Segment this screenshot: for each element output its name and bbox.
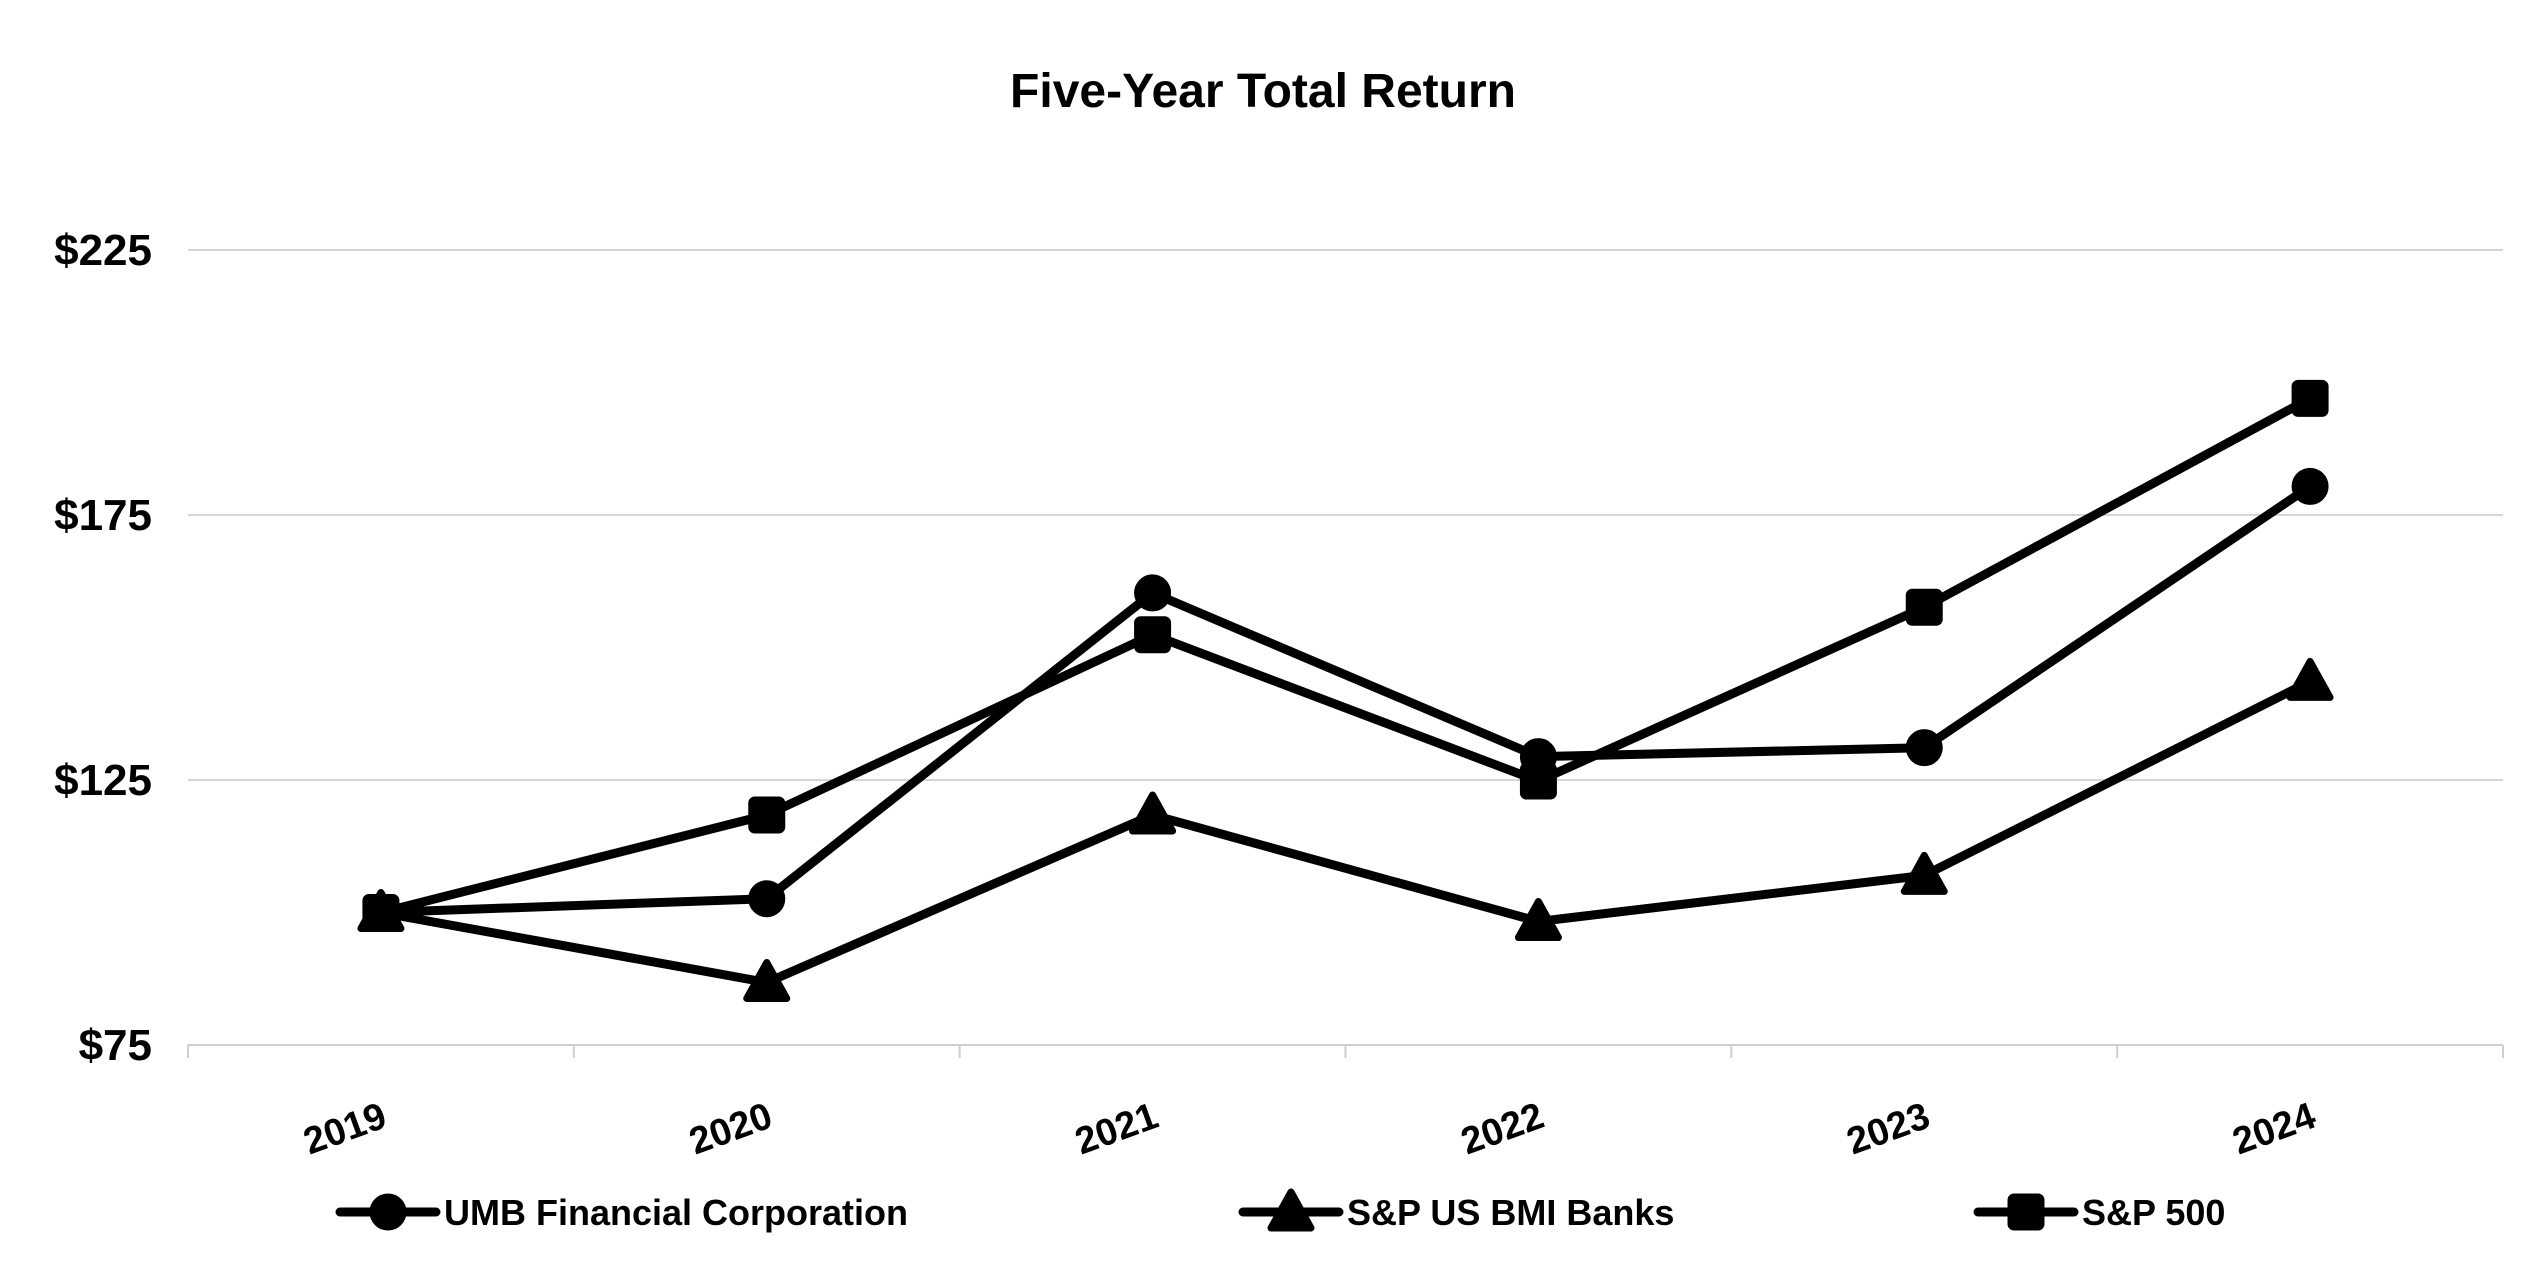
- triangle-marker-icon: [1267, 1188, 1315, 1232]
- circle-marker-umb-financial-corporation-2021: [1134, 574, 1172, 612]
- legend-item-sp-500: S&P 500: [1973, 1192, 2225, 1233]
- legend-label: S&P US BMI Banks: [1347, 1192, 1674, 1233]
- legend-label: UMB Financial Corporation: [444, 1192, 908, 1233]
- x-axis-tick-labels-group: 2019 2020 2021 2022 2023 2024: [298, 1095, 2321, 1163]
- triangle-marker-s-p-us-bmi-banks-2024: [2286, 657, 2334, 701]
- circle-marker-umb-financial-corporation-2023: [1905, 729, 1943, 767]
- triangle-marker-s-p-us-bmi-banks-2023: [1900, 851, 1948, 895]
- circle-marker-umb-financial-corporation-2024: [2291, 467, 2329, 505]
- square-marker-s-p-500-2024: [2291, 379, 2329, 417]
- chart-legend: UMB Financial Corporation S&P US BMI Ban…: [335, 1188, 2225, 1233]
- triangle-marker-s-p-us-bmi-banks-2021: [1129, 791, 1177, 835]
- square-marker-s-p-500-2023: [1905, 588, 1943, 626]
- series-s-p-500: [362, 379, 2329, 931]
- square-marker-s-p-500-2019: [362, 894, 400, 931]
- y-tick-label-225: $225: [54, 226, 152, 275]
- triangle-marker-s-p-us-bmi-banks-2022: [1514, 898, 1562, 942]
- x-axis-group: [187, 1044, 2504, 1058]
- triangle-marker-s-p-us-bmi-banks-2020: [743, 958, 791, 1002]
- legend-item-sp-us-bmi-banks: S&P US BMI Banks: [1238, 1188, 1674, 1233]
- y-gridlines-group: [188, 249, 2503, 1046]
- series-line-s-p-us-bmi-banks: [376, 676, 2315, 987]
- series-line-s-p-500: [376, 393, 2315, 917]
- x-axis-label-2024: 2024: [2227, 1095, 2321, 1163]
- x-axis-label-2022: 2022: [1456, 1095, 1550, 1163]
- legend-label: S&P 500: [2082, 1192, 2225, 1233]
- y-tick-label-75: $75: [79, 1021, 152, 1070]
- y-tick-label-125: $125: [54, 756, 152, 805]
- square-marker-s-p-500-2021: [1134, 616, 1172, 654]
- chart-title: Five-Year Total Return: [1010, 65, 1516, 118]
- square-marker-s-p-500-2020: [748, 796, 786, 834]
- x-axis-label-2021: 2021: [1070, 1095, 1164, 1163]
- legend-item-umb-financial-corporation: UMB Financial Corporation: [335, 1192, 908, 1233]
- series-umb-financial-corporation: [362, 467, 2329, 931]
- data-series-group: [357, 379, 2334, 1002]
- square-marker-icon: [2007, 1193, 2045, 1231]
- circle-marker-icon: [369, 1193, 407, 1231]
- x-axis-label-2020: 2020: [684, 1095, 778, 1163]
- x-axis-label-2023: 2023: [1842, 1095, 1936, 1163]
- circle-marker-umb-financial-corporation-2020: [748, 880, 786, 918]
- x-axis-label-2019: 2019: [298, 1095, 392, 1163]
- series-line-umb-financial-corporation: [376, 481, 2315, 917]
- y-axis-tick-labels-group: $225 $175 $125 $75: [54, 226, 152, 1070]
- y-tick-label-175: $175: [54, 491, 152, 540]
- square-marker-s-p-500-2022: [1519, 762, 1557, 800]
